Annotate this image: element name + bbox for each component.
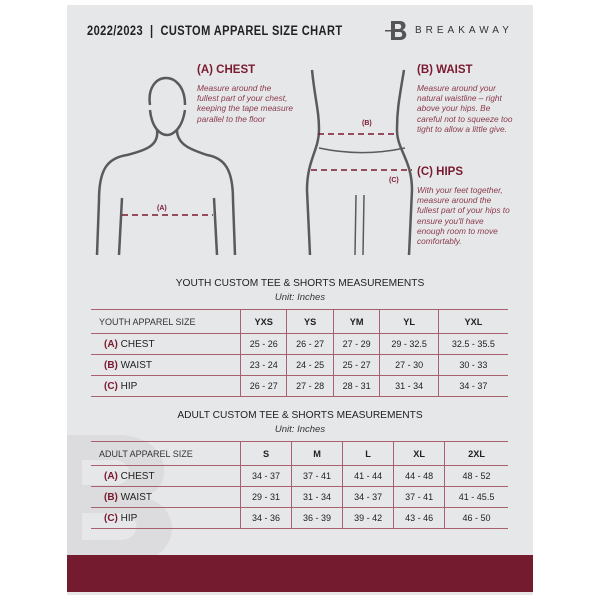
- footer-bar: [67, 555, 533, 592]
- size-header: L: [342, 441, 394, 466]
- header-label: YOUTH APPAREL SIZE: [91, 309, 241, 334]
- adult-size-table: ADULT APPAREL SIZE S M L XL 2XL (A) CHES…: [91, 441, 508, 529]
- table-row: (B) WAIST 23 - 24 24 - 25 25 - 27 27 - 30 30 …: [91, 354, 508, 376]
- size-header: YXL: [437, 309, 508, 334]
- head-outline: [148, 76, 187, 137]
- size-chart-page: 2022/2023 | CUSTOM APPAREL SIZE CHART BR…: [67, 5, 533, 595]
- waist-heading: (B) WAIST: [417, 64, 473, 76]
- table-row: (C) HIP 26 - 27 27 - 28 28 - 31 31 - 34 34 - …: [91, 375, 508, 397]
- hips-instructions: With your feet together, measure around …: [417, 185, 510, 247]
- chest-heading: (A) CHEST: [197, 64, 256, 76]
- table-row: (B) WAIST 29 - 31 31 - 34 34 - 37 37 - 41 41 …: [91, 486, 508, 508]
- hips-heading: (C) HIPS: [417, 166, 463, 178]
- table-header-row: ADULT APPAREL SIZE S M L XL 2XL: [91, 441, 508, 466]
- page-title: 2022/2023 | CUSTOM APPAREL SIZE CHART: [87, 23, 343, 38]
- adult-table-title: ADULT CUSTOM TEE & SHORTS MEASUREMENTS: [177, 410, 423, 421]
- table-row: (A) CHEST 25 - 26 26 - 27 27 - 29 29 - 32.5 3…: [91, 333, 508, 355]
- youth-table-title: YOUTH CUSTOM TEE & SHORTS MEASUREMENTS: [175, 278, 425, 289]
- table-header-row: YOUTH APPAREL SIZE YXS YS YM YL YXL: [91, 309, 508, 334]
- chest-marker: (A): [157, 205, 167, 212]
- size-header: YL: [379, 309, 439, 334]
- waist-left: [305, 69, 321, 256]
- breakaway-logo-icon: [385, 21, 407, 40]
- youth-unit: Unit: Inches: [274, 292, 326, 303]
- chest-instructions: Measure around the fullest part of your …: [197, 83, 293, 124]
- table-row: (C) HIP 34 - 36 36 - 39 39 - 42 43 - 46 46 - …: [91, 507, 508, 529]
- waist-marker: (B): [362, 120, 372, 127]
- size-header: S: [239, 441, 292, 466]
- waist-right: [395, 69, 414, 256]
- youth-size-table: YOUTH APPAREL SIZE YXS YS YM YL YXL (A) …: [91, 309, 508, 397]
- table-row: (A) CHEST 34 - 37 37 - 41 41 - 44 44 - 48 48 …: [91, 465, 508, 487]
- hips-marker: (C): [389, 177, 399, 184]
- size-header: M: [291, 441, 343, 466]
- size-header: 2XL: [444, 441, 508, 466]
- size-header: XL: [393, 441, 445, 466]
- adult-unit: Unit: Inches: [274, 424, 326, 435]
- header-label: ADULT APPAREL SIZE: [91, 441, 241, 466]
- body-diagram: (A) (B) (C): [95, 69, 414, 256]
- waist-instructions: Measure around your natural waistline – …: [417, 83, 513, 134]
- size-header: YS: [286, 309, 334, 334]
- brand-name: BREAKAWAY: [415, 25, 513, 36]
- size-header: YM: [332, 309, 380, 334]
- torso-left: [95, 129, 159, 256]
- size-header: YXS: [239, 309, 287, 334]
- torso-right: [175, 129, 237, 256]
